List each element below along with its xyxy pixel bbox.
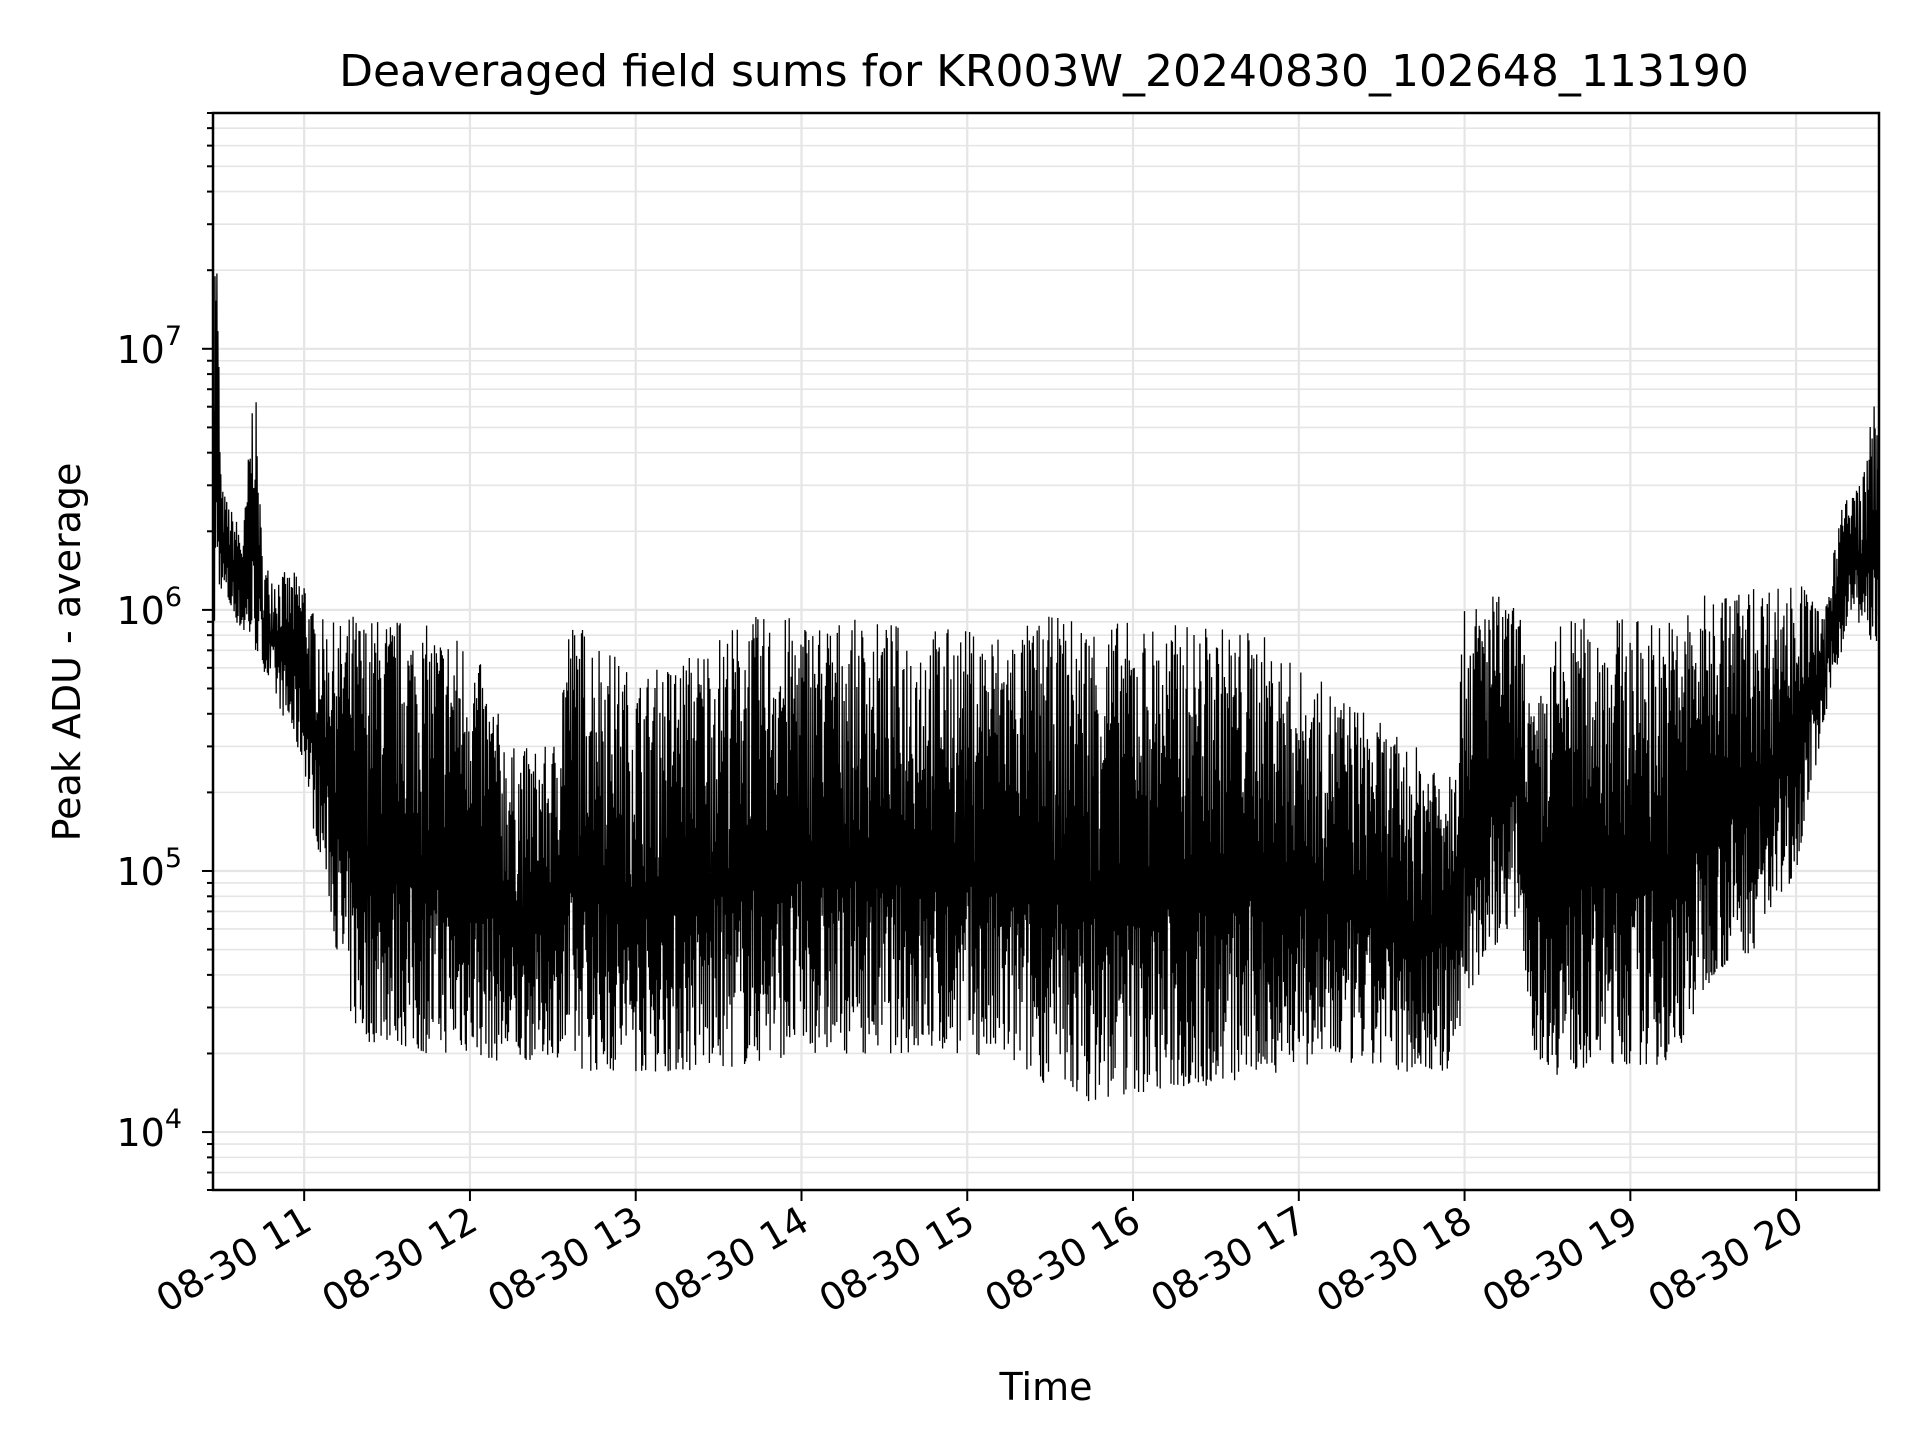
y-axis-label: Peak ADU - average	[45, 463, 89, 842]
y-tick-label: 106	[116, 582, 182, 633]
y-tick-label: 105	[116, 843, 182, 894]
x-tick-label: 08-30 13	[480, 1198, 650, 1322]
plot-frame	[211, 111, 1881, 1192]
x-tick-label: 08-30 15	[812, 1198, 982, 1322]
plot-area	[212, 273, 1880, 1102]
x-tick-label: 08-30 18	[1309, 1198, 1479, 1322]
chart-title: Deaveraged field sums for KR003W_2024083…	[339, 46, 1749, 97]
x-tick-label: 08-30 19	[1475, 1198, 1645, 1322]
x-tick-label: 08-30 12	[314, 1198, 484, 1322]
x-tick-label: 08-30 11	[149, 1198, 319, 1322]
y-tick-label: 104	[116, 1104, 182, 1155]
x-tick-label: 08-30 16	[978, 1198, 1148, 1322]
series-line	[212, 273, 1880, 1102]
x-tick-label: 08-30 20	[1641, 1198, 1811, 1322]
x-tick-label: 08-30 14	[646, 1198, 816, 1322]
y-tick-label: 107	[116, 321, 182, 372]
y-axis: 104 105 106 107	[116, 321, 182, 1155]
x-tick-label: 08-30 17	[1143, 1198, 1313, 1322]
x-axis-label: Time	[999, 1365, 1093, 1409]
